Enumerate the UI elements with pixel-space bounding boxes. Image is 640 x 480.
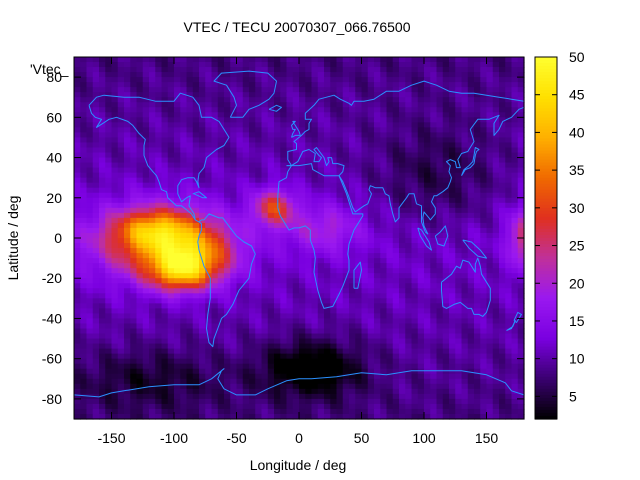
x-axis-label: Longitude / deg (250, 457, 347, 473)
y-axis-label: Latitude / deg (5, 196, 21, 281)
coastline (353, 261, 362, 289)
x-tick-label: 150 (475, 430, 499, 446)
colorbar-ticks: 5 10 15 20 25 30 35 40 45 50 (535, 49, 585, 404)
coastline (192, 191, 207, 199)
coastline (441, 257, 491, 317)
colorbar-tick-label: 20 (569, 275, 585, 291)
coastline (268, 104, 282, 112)
coastline (73, 368, 525, 398)
y-tick-label: 80 (46, 69, 62, 85)
coastline (462, 239, 487, 259)
y-tick-label: 20 (46, 190, 62, 206)
coastline (286, 80, 525, 167)
chart-title: VTEC / TECU 20070307_066.76500 (183, 19, 410, 35)
colorbar-tick-label: 35 (569, 162, 585, 178)
heatmap-grid (74, 57, 525, 420)
colorbar-tick-label: 25 (569, 238, 585, 254)
colorbar-tick-label: 50 (569, 49, 585, 65)
coastline (513, 311, 522, 323)
x-tick-label: -150 (97, 430, 125, 446)
y-tick-label: 60 (46, 109, 62, 125)
coastline (88, 92, 256, 348)
coastline (291, 120, 301, 138)
coastline (506, 320, 516, 331)
y-tick-label: 0 (54, 230, 62, 246)
x-tick-label: 100 (412, 430, 436, 446)
coastline (461, 147, 480, 176)
x-tick-label: 0 (295, 430, 303, 446)
x-tick-label: -100 (160, 430, 188, 446)
coastline (277, 163, 364, 309)
y-tick-label: -40 (42, 310, 62, 326)
colorbar-tick-label: 10 (569, 351, 585, 367)
coastline (417, 227, 432, 251)
y-tick-label: -80 (42, 391, 62, 407)
colorbar-tick-label: 15 (569, 313, 585, 329)
x-tick-label: 50 (354, 430, 370, 446)
y-tick-label: 40 (46, 150, 62, 166)
colorbar-frame (534, 56, 558, 420)
x-axis: -150 -100 -50 0 50 100 150 (97, 57, 498, 446)
colorbar-tick-label: 40 (569, 124, 585, 140)
colorbar (535, 57, 557, 420)
colorbar-tick-label: 30 (569, 200, 585, 216)
x-tick-label: -50 (226, 430, 246, 446)
coastline (213, 70, 277, 118)
y-axis: -80 -60 -40 -20 0 20 40 60 80 (42, 69, 524, 407)
coastline (434, 225, 449, 247)
series-key-label: 'Vtec_ (30, 61, 69, 77)
y-tick-label: -20 (42, 270, 62, 286)
colorbar-tick-label: 5 (569, 388, 577, 404)
coastline-overlay (73, 70, 525, 398)
colorbar-tick-label: 45 (569, 87, 585, 103)
y-tick-label: -60 (42, 351, 62, 367)
coastline (286, 106, 525, 235)
